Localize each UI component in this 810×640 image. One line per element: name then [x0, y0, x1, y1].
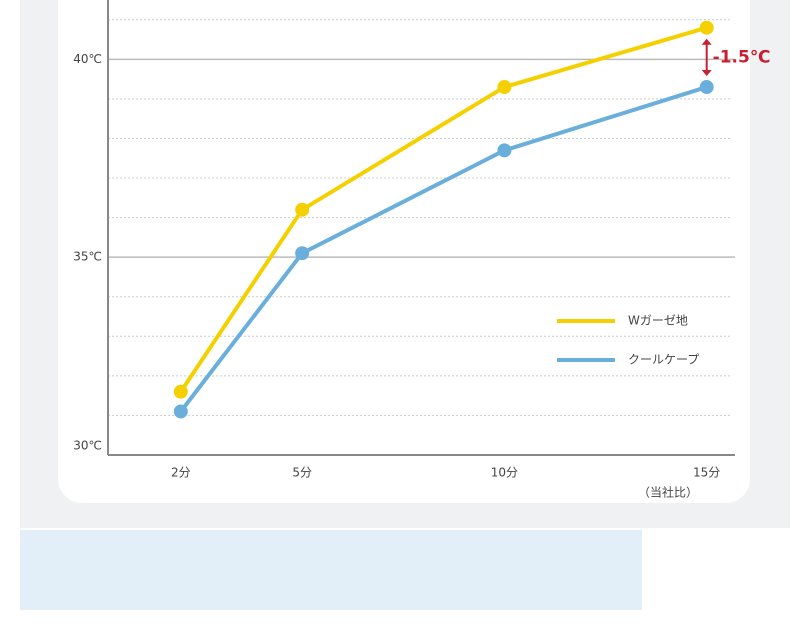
series-line — [179, 25, 708, 393]
arrow-head — [701, 38, 712, 45]
data-point — [699, 20, 714, 35]
data-point — [497, 143, 512, 158]
data-point — [295, 202, 310, 217]
series-line — [179, 85, 708, 413]
y-tick-label: 40℃ — [73, 52, 102, 66]
x-tick-label: 2分 — [171, 466, 191, 480]
annotation-label: -1.5℃ — [713, 47, 771, 67]
y-tick-label: 30℃ — [73, 439, 102, 453]
data-point — [497, 80, 512, 95]
arrow-head — [701, 70, 712, 77]
legend-label: クールケープ — [628, 353, 699, 367]
legend-label: Wガーゼ地 — [628, 314, 688, 328]
x-tick-label: 5分 — [292, 466, 312, 480]
data-point — [699, 80, 714, 95]
x-tick-label: 15分 — [693, 466, 720, 480]
y-tick-label: 35℃ — [73, 250, 102, 264]
x-tick-label: 10分 — [491, 466, 518, 480]
data-point — [295, 246, 310, 261]
chart-card — [58, 0, 750, 503]
info-box — [20, 530, 642, 610]
x-note: （当社比） — [638, 485, 698, 500]
data-point — [173, 404, 188, 419]
data-point — [173, 384, 188, 399]
